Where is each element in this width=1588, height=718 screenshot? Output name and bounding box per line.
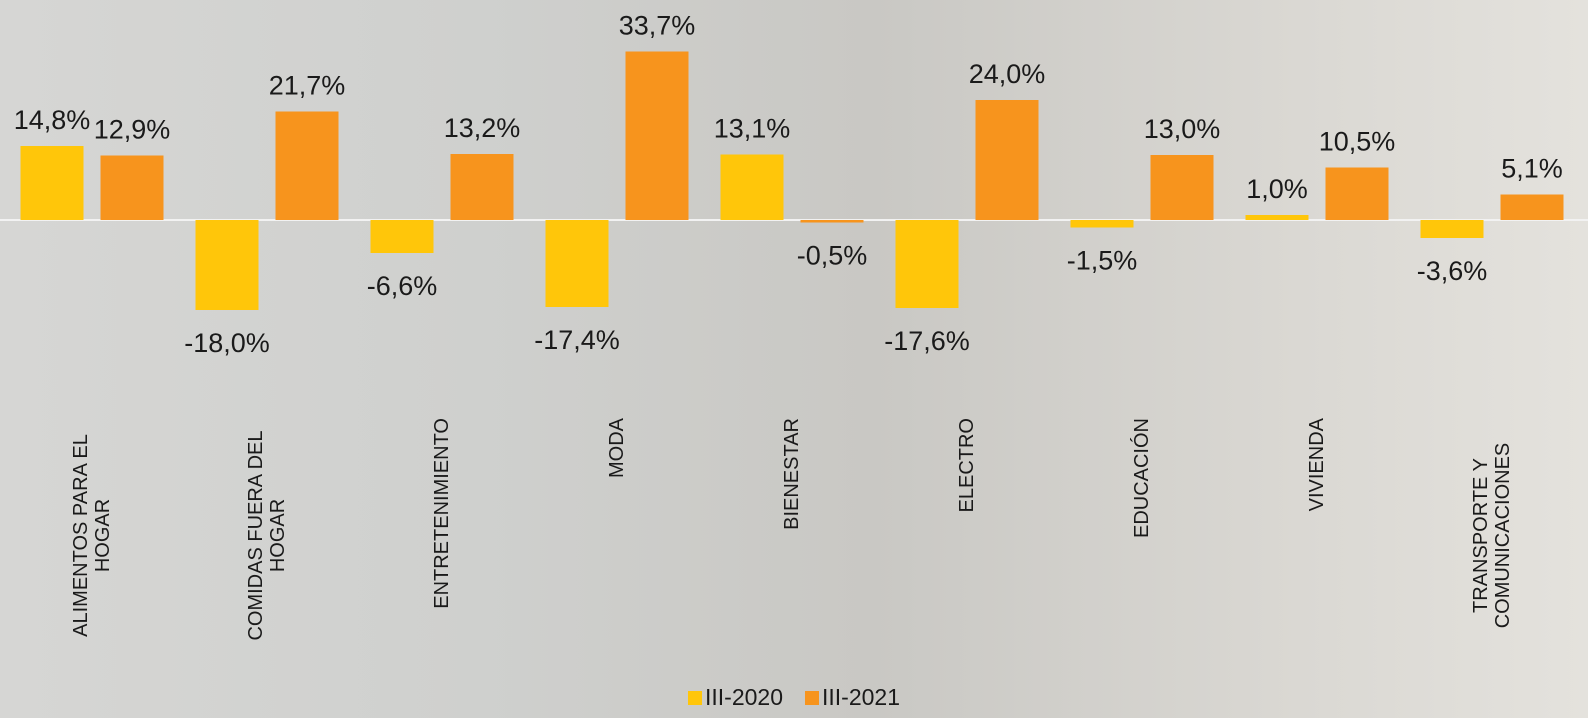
value-label: -6,6%: [367, 271, 438, 301]
x-tick-label: MODA: [606, 418, 628, 478]
value-label: -3,6%: [1417, 256, 1488, 286]
bar: [975, 100, 1039, 220]
value-label: -17,4%: [534, 325, 620, 355]
legend-label: III-2020: [705, 684, 783, 710]
value-label: 33,7%: [619, 11, 696, 41]
bar: [1070, 220, 1134, 228]
value-label: -17,6%: [884, 326, 970, 356]
x-tick-label: VIVIENDA: [1306, 418, 1328, 512]
value-label: -0,5%: [797, 241, 868, 271]
legend-item: III-2020: [688, 684, 783, 711]
bar: [1245, 215, 1309, 220]
value-label: 21,7%: [269, 71, 346, 101]
value-label: 12,9%: [94, 115, 171, 145]
bar: [1325, 167, 1389, 220]
bar: [895, 220, 959, 308]
value-label: 24,0%: [969, 59, 1046, 89]
legend-item: III-2021: [805, 684, 900, 711]
bar: [195, 220, 259, 310]
value-label: 5,1%: [1501, 154, 1563, 184]
x-tick-label: COMIDAS FUERA DEL HOGAR: [245, 430, 289, 641]
value-label: -18,0%: [184, 328, 270, 358]
legend-label: III-2021: [822, 684, 900, 710]
value-label: 13,1%: [714, 114, 791, 144]
bar: [625, 51, 689, 220]
value-label: 13,2%: [444, 113, 521, 143]
value-label: -1,5%: [1067, 246, 1138, 276]
bar: [20, 146, 84, 220]
bar: [100, 155, 164, 220]
x-tick-label: TRANSPORTE Y COMUNICACIONES: [1470, 442, 1514, 629]
bar: [800, 220, 864, 223]
bar: [370, 220, 434, 253]
bar: [275, 111, 339, 220]
bar: [1500, 194, 1564, 220]
bar: [1150, 155, 1214, 220]
legend-swatch: [688, 690, 702, 705]
x-tick-label: EDUCACIÓN: [1131, 418, 1153, 539]
value-label: 13,0%: [1144, 114, 1221, 144]
legend-swatch: [805, 690, 819, 705]
bar: [1420, 220, 1484, 238]
bar: [450, 154, 514, 220]
bar: [720, 154, 784, 220]
x-tick-label: ELECTRO: [956, 418, 978, 513]
x-tick-label: BIENESTAR: [781, 418, 803, 530]
x-tick-label: ALIMENTOS PARA EL HOGAR: [70, 434, 114, 637]
value-label: 1,0%: [1246, 174, 1308, 204]
bar: [545, 220, 609, 307]
legend: III-2020 III-2021: [0, 684, 1588, 711]
value-label: 10,5%: [1319, 127, 1396, 157]
value-label: 14,8%: [14, 105, 91, 135]
x-tick-label: ENTRETENIMIENTO: [431, 418, 453, 609]
